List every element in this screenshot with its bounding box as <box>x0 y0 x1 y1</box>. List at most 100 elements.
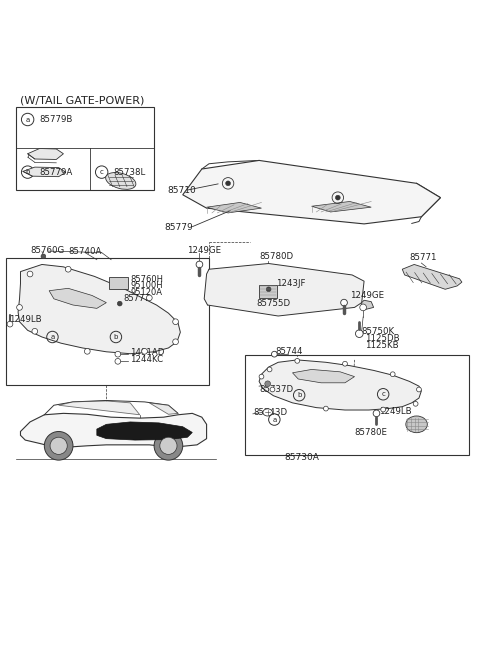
Text: b: b <box>114 334 118 340</box>
Text: (W/TAIL GATE-POWER): (W/TAIL GATE-POWER) <box>21 95 145 106</box>
Polygon shape <box>362 300 373 310</box>
Text: 85710: 85710 <box>168 186 196 195</box>
Circle shape <box>356 330 363 338</box>
Circle shape <box>27 271 33 277</box>
Text: 1125KB: 1125KB <box>365 341 399 350</box>
Polygon shape <box>49 289 107 308</box>
Circle shape <box>7 321 13 327</box>
Text: b: b <box>25 169 30 175</box>
Text: 85779: 85779 <box>165 223 193 232</box>
Polygon shape <box>18 264 180 354</box>
Circle shape <box>196 261 203 268</box>
Text: 85777: 85777 <box>123 295 150 304</box>
Polygon shape <box>183 161 441 224</box>
Circle shape <box>113 281 119 287</box>
FancyBboxPatch shape <box>109 278 128 289</box>
Circle shape <box>173 339 179 345</box>
Circle shape <box>32 328 37 334</box>
FancyBboxPatch shape <box>245 355 469 455</box>
Circle shape <box>266 287 271 292</box>
Polygon shape <box>59 401 140 415</box>
Text: 85780D: 85780D <box>259 251 293 261</box>
Circle shape <box>267 367 272 372</box>
Circle shape <box>417 387 421 392</box>
Circle shape <box>373 410 380 417</box>
Polygon shape <box>149 403 178 414</box>
Text: 1249GE: 1249GE <box>188 246 222 255</box>
Text: 85760H: 85760H <box>130 275 163 284</box>
Text: c: c <box>100 169 104 175</box>
Circle shape <box>381 407 385 412</box>
Circle shape <box>259 374 264 379</box>
Circle shape <box>146 295 152 301</box>
Circle shape <box>341 299 348 306</box>
Text: 85760G: 85760G <box>30 246 64 255</box>
Circle shape <box>226 181 230 185</box>
Text: 1491AD: 1491AD <box>130 348 165 357</box>
Circle shape <box>115 351 120 357</box>
Circle shape <box>360 304 366 311</box>
Circle shape <box>160 438 177 454</box>
Circle shape <box>142 349 147 354</box>
Circle shape <box>270 387 275 392</box>
Polygon shape <box>402 264 462 289</box>
Text: 1249LB: 1249LB <box>379 407 412 416</box>
Text: 95100H: 95100H <box>130 281 163 291</box>
Polygon shape <box>312 202 371 212</box>
FancyBboxPatch shape <box>259 285 277 298</box>
Circle shape <box>44 432 73 460</box>
Circle shape <box>17 304 23 310</box>
Polygon shape <box>97 422 192 440</box>
Circle shape <box>324 406 328 411</box>
Text: 85738L: 85738L <box>114 168 146 176</box>
Circle shape <box>115 358 120 364</box>
Circle shape <box>50 438 67 454</box>
Text: 85780E: 85780E <box>355 428 387 437</box>
Polygon shape <box>28 148 63 159</box>
Text: a: a <box>272 417 276 422</box>
Polygon shape <box>23 167 66 177</box>
FancyBboxPatch shape <box>16 107 154 191</box>
Text: b: b <box>297 392 301 398</box>
Polygon shape <box>292 370 355 383</box>
Polygon shape <box>204 264 364 316</box>
Circle shape <box>154 432 183 460</box>
Text: 85740A: 85740A <box>68 247 102 255</box>
Circle shape <box>343 361 348 366</box>
Text: 1243JF: 1243JF <box>276 279 305 288</box>
Text: 85771: 85771 <box>409 253 437 262</box>
Circle shape <box>117 301 122 306</box>
Text: 95120A: 95120A <box>130 287 162 296</box>
Text: 85755D: 85755D <box>257 299 291 308</box>
Circle shape <box>295 358 300 363</box>
Circle shape <box>173 319 179 325</box>
Polygon shape <box>206 202 262 213</box>
Polygon shape <box>259 360 421 410</box>
Circle shape <box>41 254 46 259</box>
Text: 85750K: 85750K <box>362 326 395 336</box>
Ellipse shape <box>406 416 427 433</box>
Ellipse shape <box>106 172 136 189</box>
Text: 85737D: 85737D <box>259 385 293 394</box>
Circle shape <box>84 349 90 354</box>
Text: 85779B: 85779B <box>39 115 73 124</box>
Ellipse shape <box>263 409 273 416</box>
Text: 85779A: 85779A <box>39 168 73 176</box>
Text: 85743D: 85743D <box>253 408 287 417</box>
Circle shape <box>336 195 340 200</box>
FancyBboxPatch shape <box>6 258 209 385</box>
Circle shape <box>390 372 395 377</box>
Text: a: a <box>25 116 30 123</box>
Text: 1249GE: 1249GE <box>350 291 384 300</box>
Polygon shape <box>21 413 206 447</box>
Text: 1244KC: 1244KC <box>130 355 163 364</box>
Circle shape <box>65 266 71 272</box>
Circle shape <box>272 351 277 357</box>
Text: 1125DB: 1125DB <box>365 334 400 343</box>
Text: 85730A: 85730A <box>285 453 320 462</box>
Text: 85744: 85744 <box>276 347 303 356</box>
Text: 1249LB: 1249LB <box>9 315 41 324</box>
Circle shape <box>265 381 271 387</box>
Text: a: a <box>50 334 55 340</box>
Circle shape <box>413 402 418 406</box>
